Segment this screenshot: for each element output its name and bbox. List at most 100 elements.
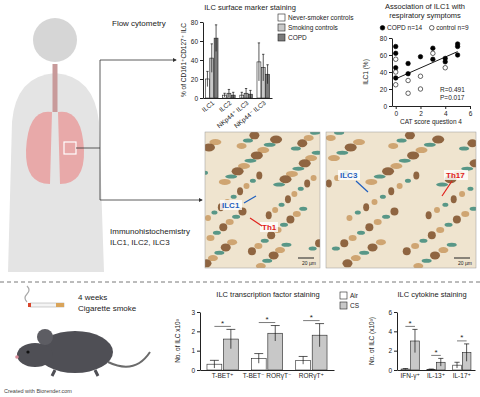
cell [349, 235, 357, 241]
tick: IL-17⁺ [453, 372, 471, 379]
error-cap [210, 360, 219, 361]
error-cap [412, 329, 417, 330]
x-axis: ILC1ILC2NKp44⁺ ILC3NKp44⁻ ILC3 [200, 99, 272, 131]
point [393, 44, 398, 49]
tick: 4 [388, 328, 397, 335]
marks [205, 25, 269, 98]
tick: 80 [380, 35, 392, 42]
point [393, 51, 398, 56]
error-bar [275, 326, 276, 341]
cell [205, 171, 208, 175]
cell [470, 159, 476, 167]
error-bar [228, 89, 229, 97]
tick-label: 0 [388, 367, 392, 374]
tick: NKp44⁻ ILC3 [233, 99, 268, 130]
scale-label: 20 µm [458, 260, 472, 266]
tick-mark [389, 72, 392, 73]
tick-label: 0 [383, 103, 387, 110]
tick: 60 [191, 38, 203, 45]
error-cap [245, 88, 247, 89]
cell [211, 211, 217, 215]
significance-label: * [265, 315, 268, 324]
error-bar [250, 90, 251, 98]
head [33, 18, 77, 62]
tick-label: IL-13⁺ [427, 372, 445, 379]
cell [221, 243, 231, 251]
cell [219, 179, 231, 185]
legend-label: Smoking controls [288, 24, 339, 32]
cell [453, 215, 461, 223]
bar [427, 369, 436, 370]
legend-label: CS [350, 302, 360, 309]
label-backdrop [338, 170, 360, 180]
tick: 0 [388, 367, 397, 374]
cell [405, 179, 411, 183]
tick-mark [389, 38, 392, 39]
mouse-ear [37, 329, 53, 345]
tick-mark [394, 331, 397, 332]
point [406, 61, 411, 66]
error-bar [258, 43, 259, 81]
cell [436, 183, 448, 187]
mouse-tail [108, 352, 150, 367]
significance-label: * [409, 319, 412, 328]
cell [232, 167, 244, 175]
error-cap [254, 353, 263, 354]
tick-mark [200, 98, 203, 99]
cell [266, 211, 272, 219]
image-label: Th1 [262, 223, 277, 232]
image-background [205, 132, 320, 268]
trachea [53, 64, 58, 112]
image-label: ILC3 [340, 171, 358, 180]
point [443, 65, 448, 70]
cell [270, 135, 282, 143]
cell [326, 135, 336, 141]
error-bar [207, 71, 208, 86]
y-axis: 0246 [388, 309, 397, 374]
marks [401, 329, 471, 370]
cell [205, 259, 212, 267]
tick-label: 0 [394, 110, 398, 117]
cell [413, 171, 419, 179]
panel-label: Immunohistochemistry [110, 227, 190, 236]
point [393, 57, 398, 62]
tick-mark [394, 312, 397, 313]
cell [411, 243, 419, 249]
cell [442, 203, 448, 207]
chart-title: ILC transcription factor staining [216, 290, 319, 299]
significance-label: * [460, 333, 463, 342]
trend-line [396, 52, 458, 79]
error-bar [233, 92, 234, 98]
figure: Flow cytometryImmunohistochemistryILC1, … [0, 0, 480, 397]
tick: 60 [380, 52, 392, 59]
point [455, 42, 460, 47]
cell [214, 251, 224, 255]
cell [315, 239, 320, 247]
legend-swatch [278, 24, 285, 31]
error-bar [230, 329, 231, 348]
error-bar [414, 329, 415, 352]
arrow [76, 60, 176, 148]
tick-mark [445, 106, 446, 109]
cell [397, 139, 407, 143]
x-axis: T-BET⁺T-BET⁻ RORγT⁻RORγT⁺ [201, 371, 335, 380]
error-bar [224, 93, 225, 97]
cell [459, 191, 465, 197]
image-frame [205, 132, 320, 268]
annotation: R=0.491 [440, 86, 465, 93]
cell [359, 251, 369, 255]
tick-mark [389, 89, 392, 90]
error-bar [211, 44, 212, 73]
image-background [326, 132, 476, 268]
point [418, 87, 423, 92]
cell [237, 187, 243, 195]
cell [243, 139, 253, 143]
error-cap [215, 24, 217, 25]
cigarette-filter [56, 303, 64, 307]
cell [226, 219, 234, 225]
cell [422, 259, 432, 263]
cell [205, 215, 211, 221]
label-arrow [442, 181, 452, 196]
tick-label: 80 [191, 19, 199, 26]
cell [269, 251, 279, 259]
